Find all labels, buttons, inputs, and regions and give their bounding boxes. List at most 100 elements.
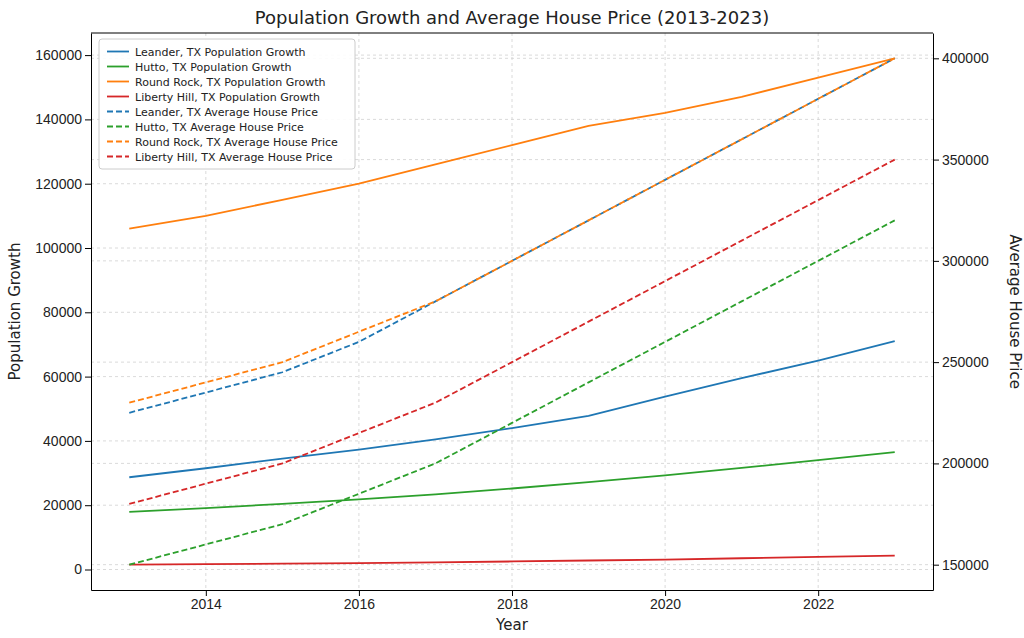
tick-label: 140000: [35, 111, 82, 127]
legend: Leander, TX Population Growth Hutto, TX P…: [99, 39, 355, 169]
tick-label: 150000: [942, 557, 989, 573]
y-grid-line: [91, 312, 933, 313]
y-grid-line: [91, 183, 933, 184]
y2-axis: 150000 200000 250000 300000 350000 400000: [933, 34, 989, 591]
x-grid-line: [818, 33, 819, 590]
y2-axis-line: [933, 34, 934, 591]
tick-label: 200000: [942, 455, 989, 471]
legend-swatch: [107, 81, 129, 83]
tick-mark: [85, 377, 91, 378]
plot-area: 2014 2016 2018 2020 2022 0 20000 40000 60000 8000…: [35, 33, 989, 612]
series-line: [129, 58, 894, 412]
tick: 40000: [43, 433, 91, 449]
legend-label: Leander, TX Population Growth: [135, 46, 306, 59]
x-grid-line: [665, 33, 666, 590]
tick: 2022: [803, 590, 834, 612]
frame-top: [91, 33, 933, 34]
series-line: [129, 220, 894, 564]
legend-label: Round Rock, TX Average House Price: [135, 136, 338, 149]
tick-mark: [85, 184, 91, 185]
y-grid-line: [91, 569, 933, 570]
legend-swatch: [107, 51, 129, 53]
tick: 150000: [933, 557, 989, 573]
tick-mark: [85, 248, 91, 249]
legend-label: Round Rock, TX Population Growth: [135, 76, 325, 89]
tick: 120000: [35, 176, 91, 192]
tick: 100000: [35, 240, 91, 256]
tick-mark: [85, 570, 91, 571]
legend-swatch: [107, 141, 129, 143]
tick-label: 160000: [35, 47, 82, 63]
tick: 2016: [344, 590, 375, 612]
x-grid-line: [358, 33, 359, 590]
tick-label: 0: [74, 561, 82, 577]
legend-swatch: [107, 96, 129, 98]
tick-mark: [933, 463, 939, 464]
legend-label: Leander, TX Average House Price: [135, 106, 318, 119]
tick-label: 60000: [43, 369, 82, 385]
tick-mark: [933, 565, 939, 566]
tick: 80000: [43, 304, 91, 320]
tick: 160000: [35, 47, 91, 63]
tick-label: 2020: [650, 596, 681, 612]
legend-label: Liberty Hill, TX Average House Price: [135, 151, 333, 164]
tick: 2018: [497, 590, 528, 612]
y-grid-line: [91, 440, 933, 441]
y2-axis-title: Average House Price: [1006, 234, 1024, 389]
tick: 400000: [933, 50, 989, 66]
y-axis: 0 20000 40000 60000 80000 100000 120000 140000 1…: [35, 34, 91, 591]
x-axis: 2014 2016 2018 2020 2022: [92, 590, 934, 612]
tick-mark: [85, 119, 91, 120]
legend-swatch: [107, 126, 129, 128]
tick-label: 40000: [43, 433, 82, 449]
series-line: [129, 160, 894, 504]
tick-mark: [85, 312, 91, 313]
tick-mark: [933, 160, 939, 161]
tick: 250000: [933, 354, 989, 370]
legend-label: Hutto, TX Average House Price: [135, 121, 304, 134]
tick: 350000: [933, 152, 989, 168]
legend-label: Hutto, TX Population Growth: [135, 61, 291, 74]
tick-label: 100000: [35, 240, 82, 256]
tick-mark: [933, 261, 939, 262]
y2-grid-line: [91, 463, 933, 464]
legend-label: Liberty Hill, TX Population Growth: [135, 91, 320, 104]
tick-label: 2022: [803, 596, 834, 612]
tick-mark: [933, 362, 939, 363]
tick-label: 400000: [942, 50, 989, 66]
tick-label: 2018: [497, 596, 528, 612]
y-axis-line: [91, 34, 92, 591]
tick-mark: [85, 55, 91, 56]
grid: [91, 33, 933, 590]
tick: 0: [74, 561, 91, 577]
tick-label: 120000: [35, 176, 82, 192]
x-axis-title: Year: [495, 616, 529, 634]
legend-box: [99, 39, 355, 169]
tick-label: 80000: [43, 304, 82, 320]
tick-label: 20000: [43, 497, 82, 513]
tick: 2020: [650, 590, 681, 612]
tick: 60000: [43, 369, 91, 385]
chart: 2014 2016 2018 2020 2022 0 20000 40000 60000 8000…: [0, 0, 1024, 638]
tick-label: 2016: [344, 596, 375, 612]
tick-label: 2014: [191, 596, 222, 612]
tick-mark: [85, 441, 91, 442]
series-line: [129, 452, 894, 512]
series-line: [129, 58, 894, 402]
tick: 2014: [191, 590, 222, 612]
y-grid-line: [91, 248, 933, 249]
tick-mark: [85, 505, 91, 506]
legend-swatch: [107, 156, 129, 158]
tick: 140000: [35, 111, 91, 127]
tick-mark: [933, 58, 939, 59]
legend-swatch: [107, 111, 129, 113]
series-line: [129, 556, 894, 565]
tick: 20000: [43, 497, 91, 513]
tick-label: 250000: [942, 354, 989, 370]
tick: 200000: [933, 455, 989, 471]
y-grid-line: [91, 505, 933, 506]
y-axis-title: Population Growth: [6, 243, 24, 381]
tick-label: 300000: [942, 253, 989, 269]
series-line: [129, 58, 894, 228]
legend-swatch: [107, 66, 129, 68]
